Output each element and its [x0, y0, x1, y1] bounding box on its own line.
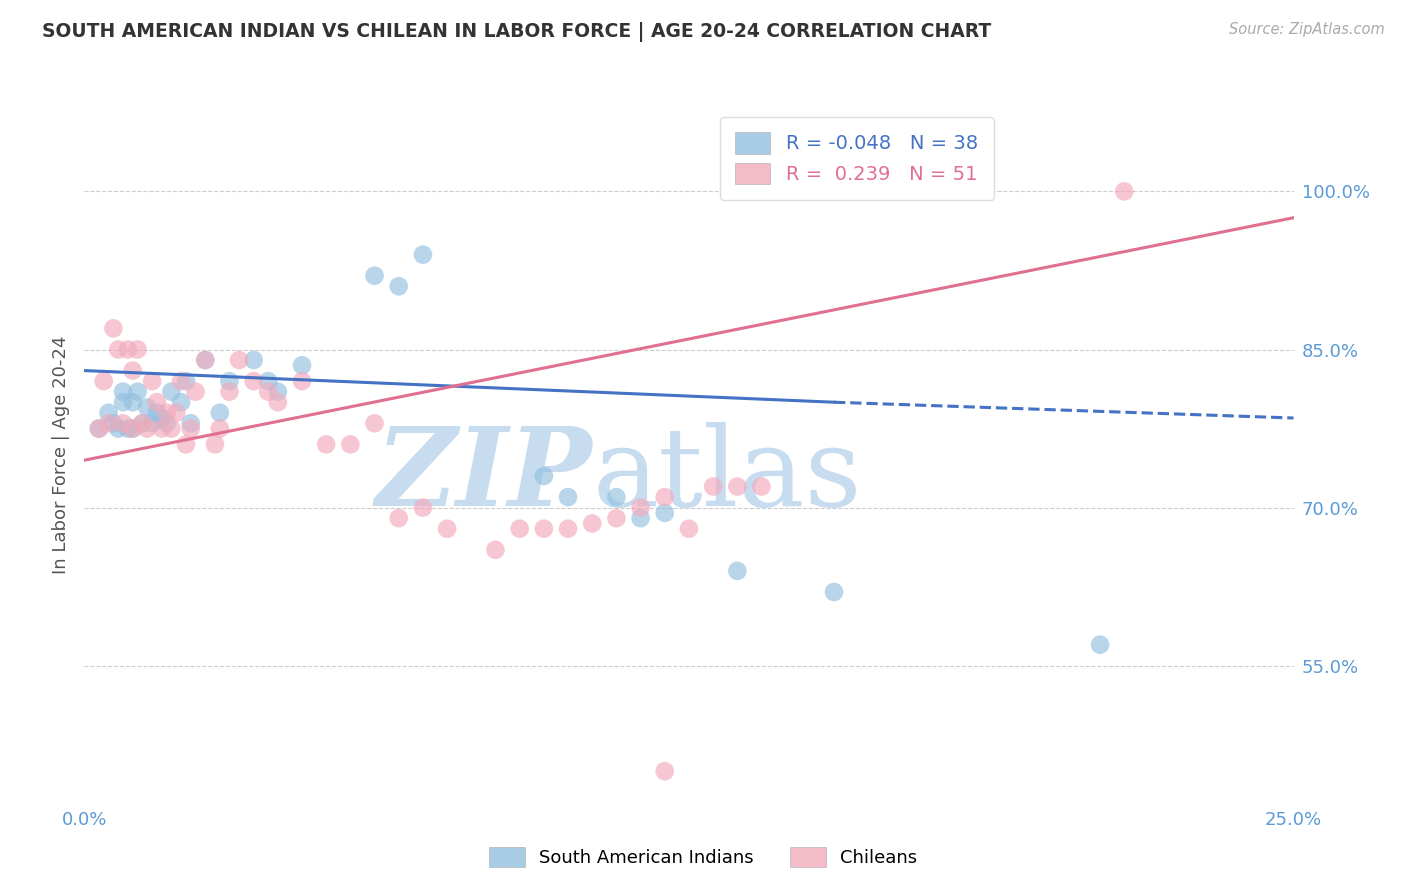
Point [557, 490, 579, 504]
Point [194, 353, 217, 368]
Point [242, 353, 264, 368]
Point [581, 516, 603, 531]
Point [218, 374, 240, 388]
Point [121, 421, 143, 435]
Point [533, 522, 555, 536]
Point [484, 542, 506, 557]
Point [257, 374, 280, 388]
Point [103, 417, 125, 431]
Point [654, 506, 676, 520]
Point [131, 417, 153, 431]
Point [557, 522, 579, 536]
Point [155, 417, 177, 431]
Point [180, 421, 202, 435]
Legend: R = -0.048   N = 38, R =  0.239   N = 51: R = -0.048 N = 38, R = 0.239 N = 51 [720, 117, 994, 200]
Point [630, 500, 652, 515]
Point [131, 417, 153, 431]
Point [242, 374, 264, 388]
Point [436, 522, 458, 536]
Point [155, 406, 177, 420]
Point [363, 268, 385, 283]
Point [117, 421, 139, 435]
Point [103, 321, 125, 335]
Point [170, 374, 193, 388]
Point [267, 395, 290, 409]
Point [146, 406, 169, 420]
Point [107, 343, 129, 357]
Text: atlas: atlas [592, 422, 862, 529]
Point [204, 437, 226, 451]
Point [174, 374, 197, 388]
Point [725, 564, 748, 578]
Point [150, 411, 173, 425]
Point [107, 421, 129, 435]
Point [112, 417, 135, 431]
Point [150, 421, 173, 435]
Point [208, 421, 231, 435]
Point [1088, 638, 1111, 652]
Point [97, 406, 120, 420]
Point [127, 384, 149, 399]
Point [194, 353, 217, 368]
Point [170, 395, 193, 409]
Point [160, 384, 183, 399]
Point [228, 353, 250, 368]
Point [87, 421, 110, 435]
Point [121, 363, 143, 377]
Point [127, 343, 149, 357]
Point [257, 384, 280, 399]
Point [267, 384, 290, 399]
Point [160, 421, 183, 435]
Y-axis label: In Labor Force | Age 20-24: In Labor Force | Age 20-24 [52, 335, 70, 574]
Point [388, 279, 411, 293]
Point [141, 417, 163, 431]
Point [93, 374, 115, 388]
Point [165, 406, 187, 420]
Legend: South American Indians, Chileans: South American Indians, Chileans [481, 839, 925, 874]
Point [412, 247, 434, 261]
Point [291, 374, 314, 388]
Point [184, 384, 207, 399]
Point [509, 522, 531, 536]
Point [363, 417, 385, 431]
Point [112, 384, 135, 399]
Point [605, 490, 627, 504]
Point [412, 500, 434, 515]
Point [208, 406, 231, 420]
Point [315, 437, 337, 451]
Point [654, 764, 676, 779]
Point [388, 511, 411, 525]
Point [136, 401, 159, 415]
Text: ZIP: ZIP [375, 422, 592, 530]
Point [630, 511, 652, 525]
Point [702, 479, 724, 493]
Point [180, 417, 202, 431]
Point [533, 469, 555, 483]
Point [725, 479, 748, 493]
Point [751, 479, 773, 493]
Point [121, 395, 143, 409]
Point [146, 395, 169, 409]
Point [291, 359, 314, 373]
Point [117, 343, 139, 357]
Point [218, 384, 240, 399]
Point [97, 417, 120, 431]
Text: Source: ZipAtlas.com: Source: ZipAtlas.com [1229, 22, 1385, 37]
Point [174, 437, 197, 451]
Point [339, 437, 361, 451]
Point [136, 421, 159, 435]
Text: SOUTH AMERICAN INDIAN VS CHILEAN IN LABOR FORCE | AGE 20-24 CORRELATION CHART: SOUTH AMERICAN INDIAN VS CHILEAN IN LABO… [42, 22, 991, 42]
Point [1114, 185, 1136, 199]
Point [141, 374, 163, 388]
Point [823, 585, 845, 599]
Point [87, 421, 110, 435]
Point [121, 421, 143, 435]
Point [678, 522, 700, 536]
Point [112, 395, 135, 409]
Point [654, 490, 676, 504]
Point [605, 511, 627, 525]
